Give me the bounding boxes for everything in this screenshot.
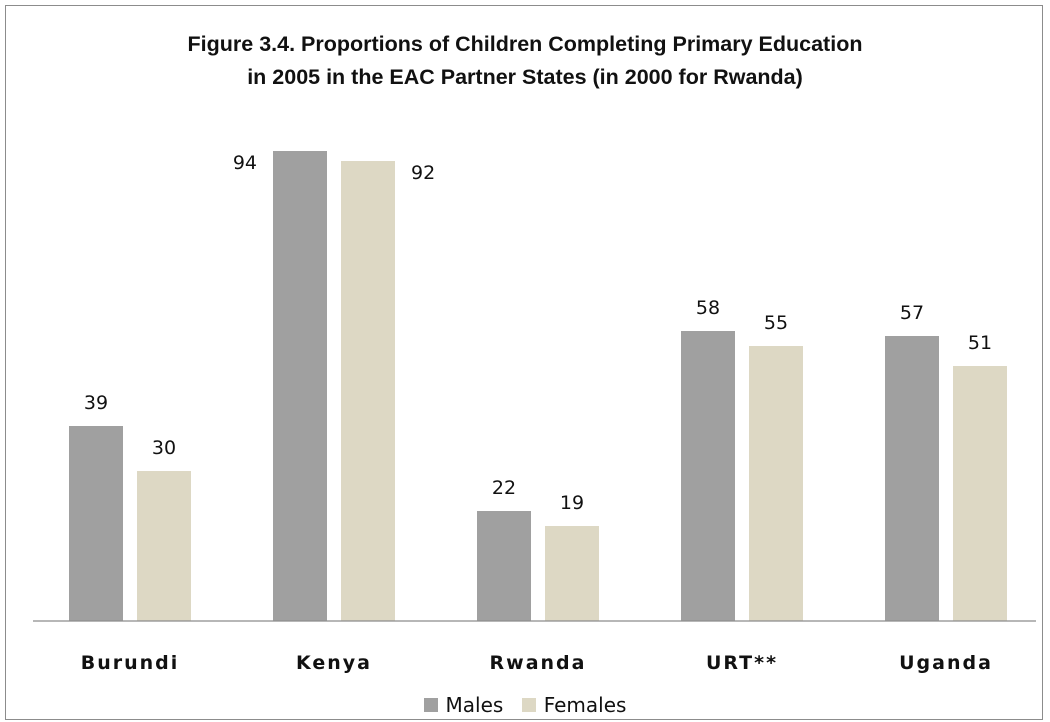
bar-females-rwanda [545, 526, 599, 621]
value-label-females-urt: 55 [764, 312, 788, 334]
legend-label-females: Females [543, 693, 627, 717]
legend-item-males: Males [423, 692, 504, 718]
category-label-kenya: Kenya [296, 652, 372, 674]
value-label-females-rwanda: 19 [560, 492, 584, 514]
category-label-uganda: Uganda [899, 652, 993, 674]
value-label-females-uganda: 51 [968, 332, 992, 354]
bar-females-burundi [137, 471, 191, 621]
category-label-urt: URT** [706, 652, 778, 674]
legend-item-females: Females [521, 692, 627, 718]
bar-males-burundi [69, 426, 123, 621]
value-label-males-kenya: 94 [233, 152, 257, 174]
value-labels-group: 39 30 94 92 22 19 58 55 57 51 [84, 152, 992, 514]
legend-swatch-males [423, 698, 438, 712]
legend-swatch-females [521, 698, 536, 712]
value-label-males-burundi: 39 [84, 392, 108, 414]
bar-females-uganda [953, 366, 1007, 621]
bar-males-uganda [885, 336, 939, 621]
chart-title: Figure 3.4. Proportions of Children Comp… [0, 28, 1050, 94]
bar-males-rwanda [477, 511, 531, 621]
value-label-males-uganda: 57 [900, 302, 924, 324]
category-label-burundi: Burundi [81, 652, 180, 674]
category-labels-group: Burundi Kenya Rwanda URT** Uganda [81, 652, 993, 674]
bar-males-kenya [273, 151, 327, 621]
bars-group [69, 151, 1007, 621]
bar-males-urt [681, 331, 735, 621]
value-label-females-burundi: 30 [152, 437, 176, 459]
bar-females-urt [749, 346, 803, 621]
value-label-males-urt: 58 [696, 297, 720, 319]
category-label-rwanda: Rwanda [490, 652, 587, 674]
chart-title-line-1: Figure 3.4. Proportions of Children Comp… [187, 32, 863, 56]
value-label-females-kenya: 92 [411, 162, 435, 184]
chart-title-line-2: in 2005 in the EAC Partner States (in 20… [247, 65, 803, 89]
value-label-males-rwanda: 22 [492, 477, 516, 499]
legend-label-males: Males [445, 693, 504, 717]
bar-females-kenya [341, 161, 395, 621]
legend: Males Females [0, 692, 1050, 718]
